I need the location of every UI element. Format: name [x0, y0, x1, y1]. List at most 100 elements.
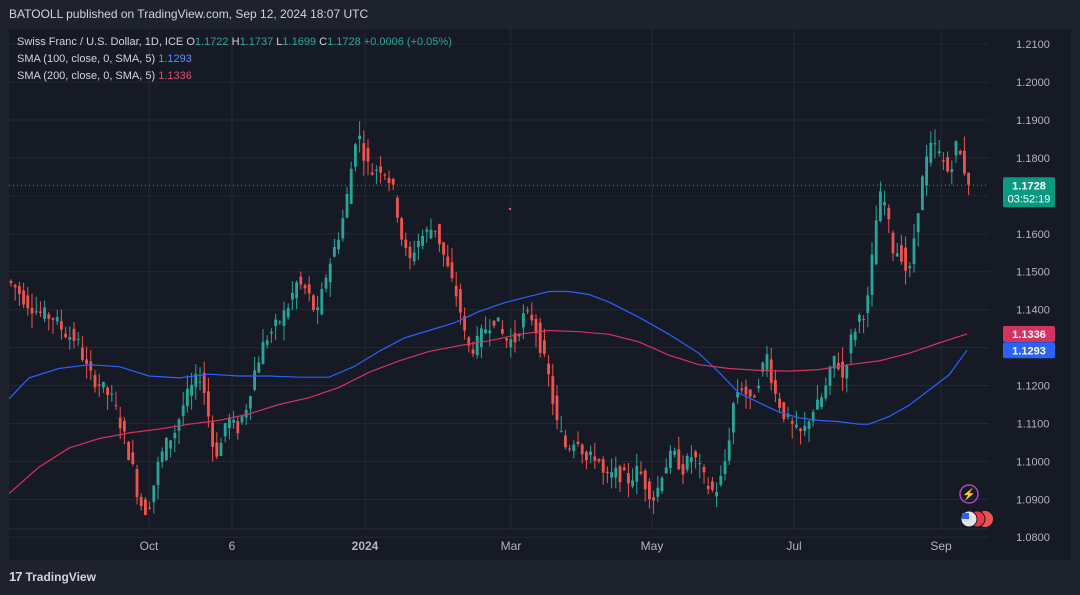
candle-body — [475, 335, 479, 356]
legend-row-sma200[interactable]: SMA (200, close, 0, SMA, 5) 1.1336 — [17, 68, 452, 85]
candle-body — [660, 477, 664, 492]
candle-body — [946, 156, 949, 172]
candle-body — [631, 480, 634, 487]
x-tick-label: Jul — [786, 539, 801, 553]
candle-body — [761, 362, 765, 372]
chart-area[interactable]: 1.21001.20001.19001.18001.17001.16001.15… — [9, 29, 1071, 560]
lightning-event-icon[interactable] — [959, 484, 979, 504]
candle-body — [891, 232, 895, 254]
candle-body — [68, 336, 72, 340]
candle-body — [438, 224, 441, 245]
candle-body — [328, 263, 332, 283]
candle-body — [639, 471, 643, 474]
candle-body — [963, 150, 966, 174]
candle-body — [874, 220, 878, 265]
candle-body — [412, 252, 416, 262]
candle-body — [173, 432, 177, 439]
candle-body — [433, 230, 437, 232]
legend-row-symbol[interactable]: Swiss Franc / U.S. Dollar, 1D, ICE O1.17… — [17, 34, 452, 51]
candle-body — [26, 295, 30, 309]
candle-body — [664, 467, 668, 474]
candle-body — [681, 464, 685, 475]
x-tick-label: May — [641, 539, 664, 553]
candle-body — [694, 451, 697, 458]
candle-body — [89, 361, 93, 371]
candle-body — [421, 235, 424, 246]
candle-body — [408, 246, 412, 259]
candle-body — [862, 318, 865, 321]
candle-body — [463, 316, 466, 331]
candle-body — [845, 365, 849, 379]
candle-body — [690, 457, 693, 463]
candle-body — [727, 440, 731, 461]
candle-body — [753, 395, 756, 398]
high-label: H — [231, 36, 240, 48]
candle-body — [202, 372, 206, 393]
y-tick-label: 1.1600 — [1016, 229, 1050, 241]
y-tick-label: 1.1500 — [1016, 267, 1050, 279]
candle-body — [190, 384, 193, 396]
candle-body — [648, 481, 651, 500]
sma200-tag[interactable] — [1003, 325, 1055, 342]
candle-body — [278, 321, 282, 323]
candle-body — [135, 469, 139, 498]
footer-brand[interactable]: 17 TradingView — [9, 569, 96, 584]
candle-body — [933, 143, 937, 145]
candle-body — [522, 313, 525, 328]
candle-body — [904, 247, 907, 271]
candle-body — [723, 461, 727, 474]
candle-body — [362, 143, 366, 161]
candle-body — [921, 176, 924, 211]
candle-body — [601, 459, 605, 473]
candle-body — [832, 355, 836, 369]
symbol-name: Swiss Franc / U.S. Dollar, 1D, ICE — [17, 36, 184, 48]
candle-body — [484, 329, 487, 334]
last-price-tag[interactable] — [1003, 177, 1055, 208]
candle-body — [148, 507, 151, 509]
candle-body — [719, 475, 723, 485]
candle-body — [459, 289, 462, 313]
candle-body — [799, 428, 802, 432]
candle-body — [480, 328, 483, 347]
candle-body — [139, 496, 143, 507]
sma100-line — [9, 290, 968, 425]
candle-body — [853, 331, 857, 341]
candle-body — [895, 253, 899, 257]
candle-body — [232, 420, 235, 423]
sma100-tag[interactable] — [1003, 342, 1055, 359]
y-tick-label: 1.0800 — [1016, 532, 1050, 544]
candle-body — [253, 370, 256, 390]
candle-body — [118, 417, 122, 429]
candle-body — [274, 319, 277, 326]
price-chart-svg[interactable]: 1.21001.20001.19001.18001.17001.16001.15… — [9, 29, 1071, 560]
candle-body — [547, 363, 550, 375]
candle-body — [883, 202, 886, 206]
candle-body — [816, 399, 819, 410]
candle-body — [144, 499, 147, 516]
candle-body — [303, 285, 307, 289]
candle-body — [194, 373, 198, 388]
candle-body — [387, 177, 391, 184]
candle-body — [114, 405, 118, 407]
candle-body — [286, 308, 290, 318]
candle-body — [55, 316, 59, 322]
candle-body — [677, 449, 681, 470]
candle-body — [454, 285, 458, 297]
last-price-tag-text: 03:52:19 — [1008, 193, 1051, 205]
candle-body — [223, 423, 227, 437]
candle-body — [282, 310, 286, 326]
candle-body — [417, 240, 420, 248]
y-tick-label: 1.1800 — [1016, 153, 1050, 165]
candle-body — [698, 463, 702, 465]
sma100-label: SMA (100, close, 0, SMA, 5) — [17, 53, 156, 65]
x-tick-label: 2024 — [352, 539, 379, 553]
low-label: L — [276, 36, 283, 48]
candle-body — [30, 307, 34, 314]
candle-body — [757, 385, 760, 389]
candle-body — [228, 417, 231, 429]
candle-body — [685, 455, 689, 470]
footer-brand-label: TradingView — [25, 569, 96, 584]
candle-body — [912, 238, 916, 264]
candle-body — [669, 450, 672, 468]
legend-row-sma100[interactable]: SMA (100, close, 0, SMA, 5) 1.1293 — [17, 51, 452, 68]
